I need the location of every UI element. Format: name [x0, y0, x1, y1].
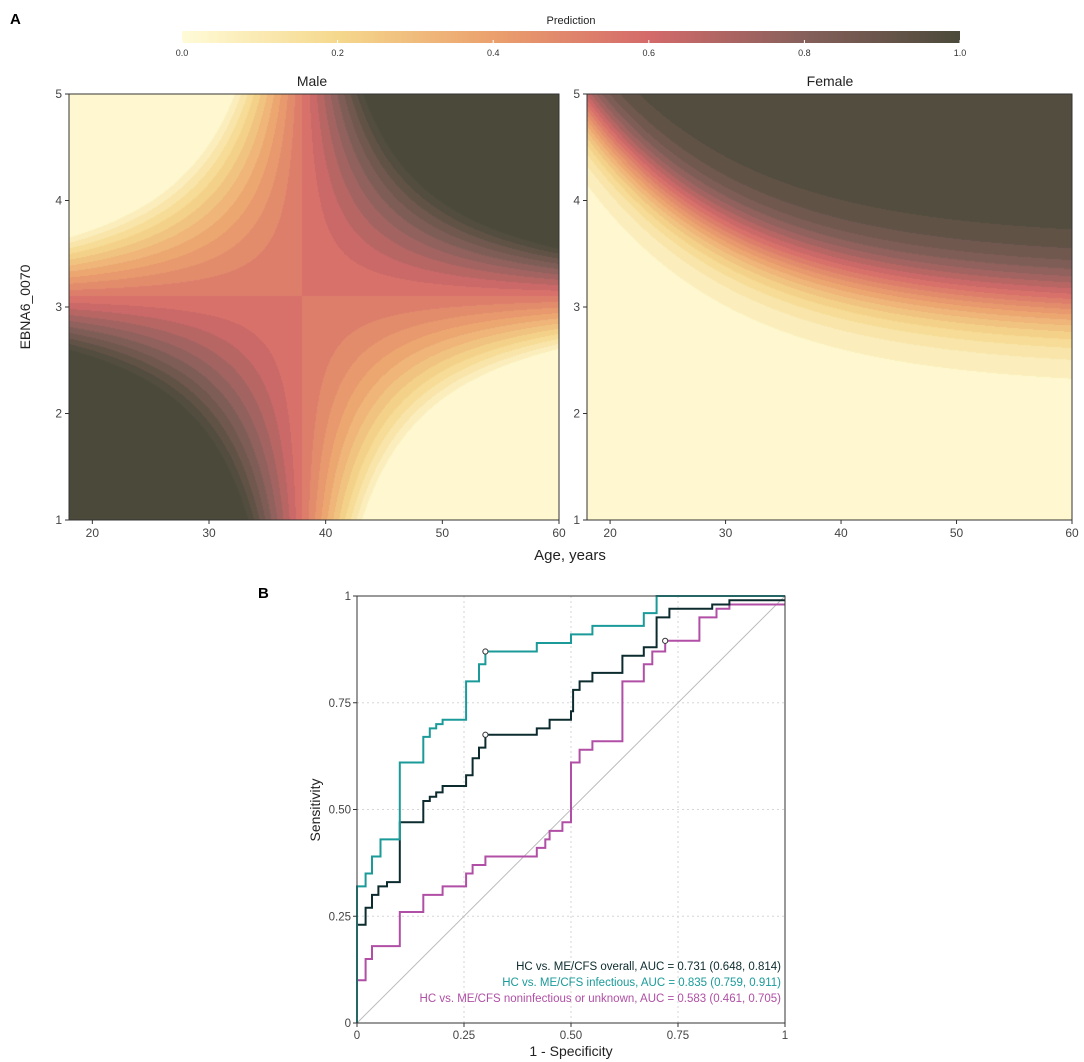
facet-male: Male 20 30 40 50 60 1 2 3 4 5 [55, 73, 566, 540]
male-facet-title: Male [297, 73, 328, 89]
facet-female: Female 20 30 40 50 60 1 2 3 4 5 [573, 73, 1079, 540]
colorbar-gradient [182, 31, 960, 43]
panel-b-label: B [258, 585, 269, 602]
panel-a-x-axis-label: Age, years [534, 547, 606, 564]
male-x-tick-label: 30 [202, 526, 216, 540]
colorbar-tick-label: 0.0 [176, 48, 189, 58]
legend-entry-overall: HC vs. ME/CFS overall, AUC = 0.731 (0.64… [516, 961, 781, 973]
female-x-tick-label: 50 [950, 526, 964, 540]
roc-x-tick-label: 0.25 [453, 1030, 475, 1042]
male-x-ticks: 20 30 40 50 60 [86, 520, 566, 540]
female-x-tick-label: 30 [719, 526, 733, 540]
roc-y-ticks: 0 0.25 0.50 0.75 1 [329, 591, 357, 1030]
female-y-tick-label: 4 [573, 194, 580, 208]
panel-a-label: A [10, 11, 21, 28]
colorbar-tick-label: 0.8 [798, 48, 811, 58]
roc-line-noninfectious [356, 603, 785, 1023]
colorbar: Prediction 0.0 0.2 0.4 0.6 0.8 1.0 [176, 15, 967, 58]
roc-y-tick-label: 0.25 [329, 911, 351, 923]
female-y-tick-label: 2 [573, 407, 580, 421]
roc-y-tick-label: 0.50 [329, 805, 351, 817]
colorbar-title: Prediction [547, 15, 596, 27]
roc-threshold-point [482, 648, 489, 655]
colorbar-tick-label: 0.6 [643, 48, 656, 58]
roc-x-tick-label: 0.50 [560, 1030, 582, 1042]
roc-x-tick-label: 1 [782, 1030, 788, 1042]
legend-entry-noninfectious: HC vs. ME/CFS noninfectious or unknown, … [420, 993, 782, 1005]
female-facet-title: Female [807, 73, 854, 89]
female-x-ticks: 20 30 40 50 60 [603, 520, 1079, 540]
colorbar-ticks: 0.0 0.2 0.4 0.6 0.8 1.0 [176, 40, 967, 58]
roc-y-axis-label: Sensitivity [307, 778, 323, 841]
female-x-tick-label: 40 [834, 526, 848, 540]
male-y-tick-label: 1 [55, 513, 62, 527]
roc-y-tick-label: 1 [345, 591, 351, 603]
roc-threshold-point [482, 731, 489, 738]
female-y-tick-label: 3 [573, 300, 580, 314]
male-x-tick-label: 40 [319, 526, 333, 540]
roc-y-tick-label: 0 [345, 1018, 351, 1030]
male-x-tick-label: 20 [86, 526, 100, 540]
colorbar-tick-label: 1.0 [954, 48, 967, 58]
female-heatmap [587, 94, 1072, 520]
male-heatmap [69, 94, 559, 520]
roc-legend: HC vs. ME/CFS overall, AUC = 0.731 (0.64… [420, 961, 782, 1005]
male-y-tick-label: 5 [55, 87, 62, 101]
roc-x-axis-label: 1 - Specificity [529, 1043, 612, 1059]
roc-y-tick-label: 0.75 [329, 698, 351, 710]
roc-gridlines [357, 596, 785, 1023]
male-y-tick-label: 4 [55, 194, 62, 208]
roc-curves [356, 595, 786, 1024]
panel-a-y-axis-label: EBNA6_0070 [17, 264, 33, 349]
roc-line-infectious [356, 595, 785, 1023]
female-x-tick-label: 20 [603, 526, 617, 540]
male-y-tick-label: 2 [55, 407, 62, 421]
female-y-tick-label: 5 [573, 87, 580, 101]
colorbar-tick-label: 0.2 [331, 48, 344, 58]
male-x-tick-label: 50 [436, 526, 450, 540]
male-y-ticks: 1 2 3 4 5 [55, 87, 69, 527]
male-y-tick-label: 3 [55, 300, 62, 314]
roc-x-ticks: 0 0.25 0.50 0.75 1 [354, 1023, 788, 1042]
roc-x-tick-label: 0.75 [667, 1030, 689, 1042]
legend-entry-infectious: HC vs. ME/CFS infectious, AUC = 0.835 (0… [502, 977, 781, 989]
colorbar-tick-label: 0.4 [487, 48, 500, 58]
female-y-tick-label: 1 [573, 513, 580, 527]
roc-chart: 0 0.25 0.50 0.75 1 0 0.25 0.50 0.75 1 HC vs. ME/… [307, 591, 788, 1059]
roc-x-tick-label: 0 [354, 1030, 360, 1042]
roc-line-overall [356, 599, 785, 1023]
female-y-ticks: 1 2 3 4 5 [573, 87, 587, 527]
female-x-tick-label: 60 [1065, 526, 1079, 540]
male-x-tick-label: 60 [552, 526, 566, 540]
roc-threshold-point [662, 637, 669, 644]
